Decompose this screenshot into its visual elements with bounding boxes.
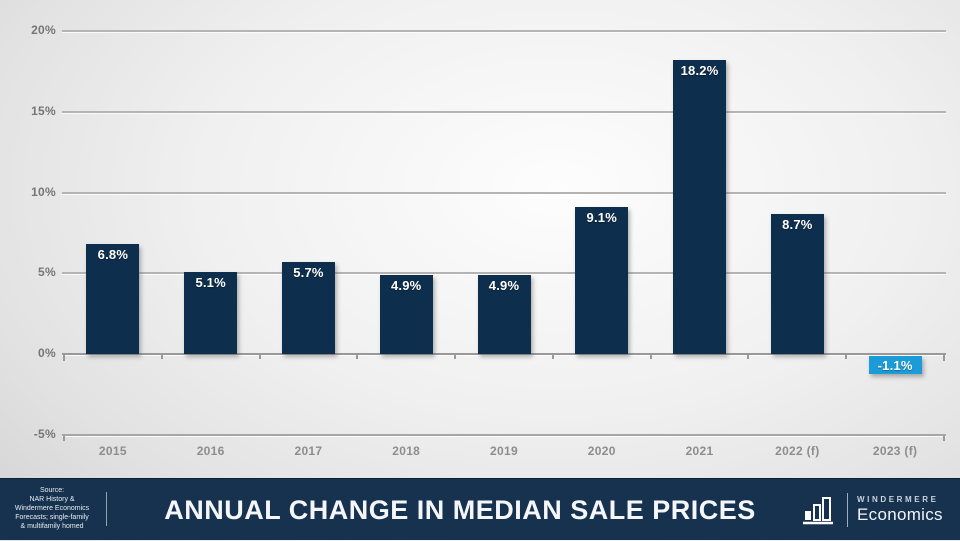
bar-value-label: 9.1% [586,210,617,226]
logo-text: WINDERMERE Economics [857,495,943,525]
gridline-20% [62,30,946,33]
axis-tick [845,355,848,359]
gridline--5% [62,433,946,436]
footer-bar: Source: NAR History & Windermere Economics… [0,478,960,540]
axis-tick [943,355,945,361]
bar-value-label: 6.8% [97,247,129,263]
bar-2015 [86,244,140,354]
gridline-15% [62,110,946,113]
gridline-5% [62,272,946,275]
brand-name-economics: Economics [857,505,943,524]
logo-divider [847,493,848,527]
source-line: NAR History & [29,496,75,503]
bar-2021 [673,60,727,354]
gridline-10% [62,191,946,194]
x-axis-label: 2016 [196,443,225,458]
windermere-economics-logo: WINDERMERE Economics [802,479,954,541]
axis-tick [356,355,359,359]
bar-value-label: 4.9% [488,277,520,293]
bar-value-label: 4.9% [391,277,422,293]
x-axis-label: 2020 [587,443,616,458]
bar-chart-icon [803,497,833,525]
x-axis-label: 2015 [98,443,127,458]
x-axis-label: 2023 (f) [872,443,918,458]
x-axis-label: 2022 (f) [775,443,820,458]
axis-tick [258,355,261,359]
y-axis-label: 5% [38,265,56,280]
footer-divider-left [106,492,107,526]
bar-2022f [770,213,824,354]
source-line: Source: [39,487,65,494]
y-axis-label: 20% [31,23,56,38]
x-axis-label: 2018 [392,443,421,458]
source-note: Source: NAR History & Windermere Economics… [0,486,104,531]
axis-tick [454,355,457,359]
bar-value-label: -1.1% [877,357,913,373]
y-axis-label: -5% [33,426,56,441]
axis-tick [649,355,652,359]
y-axis-label: 10% [31,184,56,199]
bar-2018 [379,274,433,354]
axis-tick [747,355,750,359]
bar-2020 [575,207,629,354]
bar-2016 [184,271,238,354]
y-axis-label: 0% [38,346,56,360]
axis-tick [551,355,554,359]
x-axis-label: 2017 [294,443,323,458]
gridline-0% [62,353,946,355]
source-line: Windermere Economics [14,505,90,512]
bar-value-label: 5.7% [293,265,324,280]
bar-2017 [281,262,335,354]
brand-name-windermere: WINDERMERE [857,495,939,504]
bar-2023f [868,356,922,374]
bar-value-label: 8.7% [782,216,813,232]
bar-value-label: 18.2% [680,63,719,79]
axis-tick [63,355,65,361]
source-line: Forecasts; single-family [15,514,89,521]
axis-tick [63,435,65,441]
y-axis-label: 15% [31,103,56,118]
axis-tick [943,435,945,441]
bar-value-label: 5.1% [195,274,226,290]
x-axis-label: 2021 [685,443,714,458]
annual-change-bar-chart: 20% 15% 10% 5% 0% -5% 6.8% 2015 5.1% 2016 5.7% 2017… [31,23,946,458]
bar-2019 [477,274,531,354]
source-line: & multifamily homed [20,523,84,530]
x-axis-label: 2019 [490,443,518,458]
axis-tick [160,355,163,359]
chart-title: ANNUAL CHANGE IN MEDIAN SALE PRICES [164,494,756,525]
